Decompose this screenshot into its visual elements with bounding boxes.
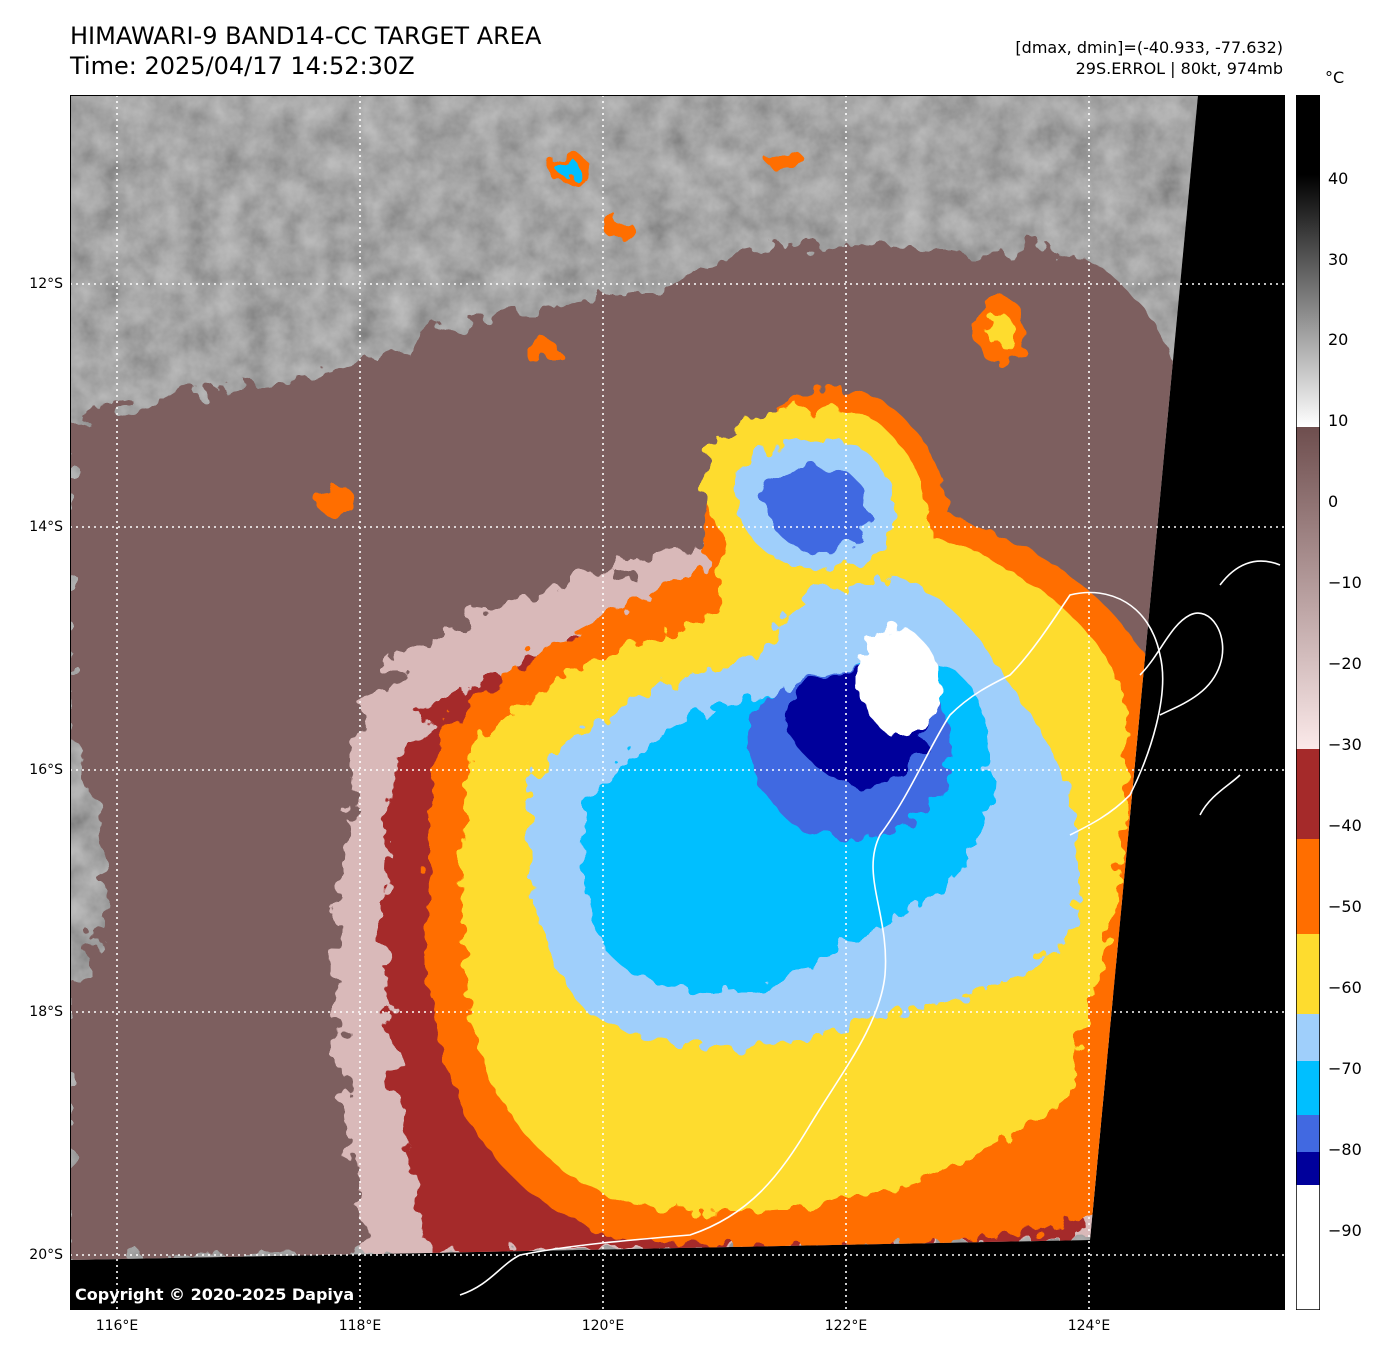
- graticule: [70, 95, 1285, 1310]
- colorbar-tick-30: 30: [1328, 250, 1349, 269]
- lat-label-12s: 12°S: [29, 276, 63, 292]
- lon-label-116e: 116°E: [95, 1318, 139, 1334]
- colorbar-tick-m80: −80: [1328, 1140, 1362, 1159]
- imagery-swath: [70, 95, 1198, 1260]
- copyright-text: Copyright © 2020-2025 Dapiya: [75, 1285, 354, 1304]
- range-info: [dmax, dmin]=(-40.933, -77.632): [1015, 38, 1283, 57]
- storm-info: 29S.ERROL | 80kt, 974mb: [1075, 59, 1283, 78]
- lat-label-18s: 18°S: [29, 1004, 63, 1020]
- lon-label-122e: 122°E: [824, 1318, 868, 1334]
- chart-time: Time: 2025/04/17 14:52:30Z: [70, 52, 415, 80]
- colorbar-tick-m60: −60: [1328, 978, 1362, 997]
- satellite-map: Copyright © 2020-2025 Dapiya: [70, 95, 1285, 1310]
- colorbar-tick-0: 0: [1328, 492, 1339, 511]
- colorbar-tick-m20: −20: [1328, 654, 1362, 673]
- lon-label-118e: 118°E: [338, 1318, 382, 1334]
- lat-label-14s: 14°S: [29, 519, 63, 535]
- colorbar-unit: °C: [1325, 68, 1345, 87]
- colorbar-tick-40: 40: [1328, 169, 1349, 188]
- colorbar-tick-m10: −10: [1328, 573, 1362, 592]
- chart-title: HIMAWARI-9 BAND14-CC TARGET AREA: [70, 22, 542, 50]
- lat-label-16s: 16°S: [29, 762, 63, 778]
- lat-label-20s: 20°S: [29, 1247, 63, 1263]
- lon-label-124e: 124°E: [1067, 1318, 1111, 1334]
- colorbar-tick-10: 10: [1328, 411, 1349, 430]
- colorbar: [1296, 95, 1320, 1310]
- colorbar-tick-m50: −50: [1328, 897, 1362, 916]
- colorbar-tick-m40: −40: [1328, 816, 1362, 835]
- colorbar-tick-m30: −30: [1328, 735, 1362, 754]
- lon-label-120e: 120°E: [581, 1318, 625, 1334]
- colorbar-tick-20: 20: [1328, 330, 1349, 349]
- coastline: [459, 560, 1281, 1296]
- colorbar-tick-m70: −70: [1328, 1059, 1362, 1078]
- colorbar-tick-m90: −90: [1328, 1221, 1362, 1240]
